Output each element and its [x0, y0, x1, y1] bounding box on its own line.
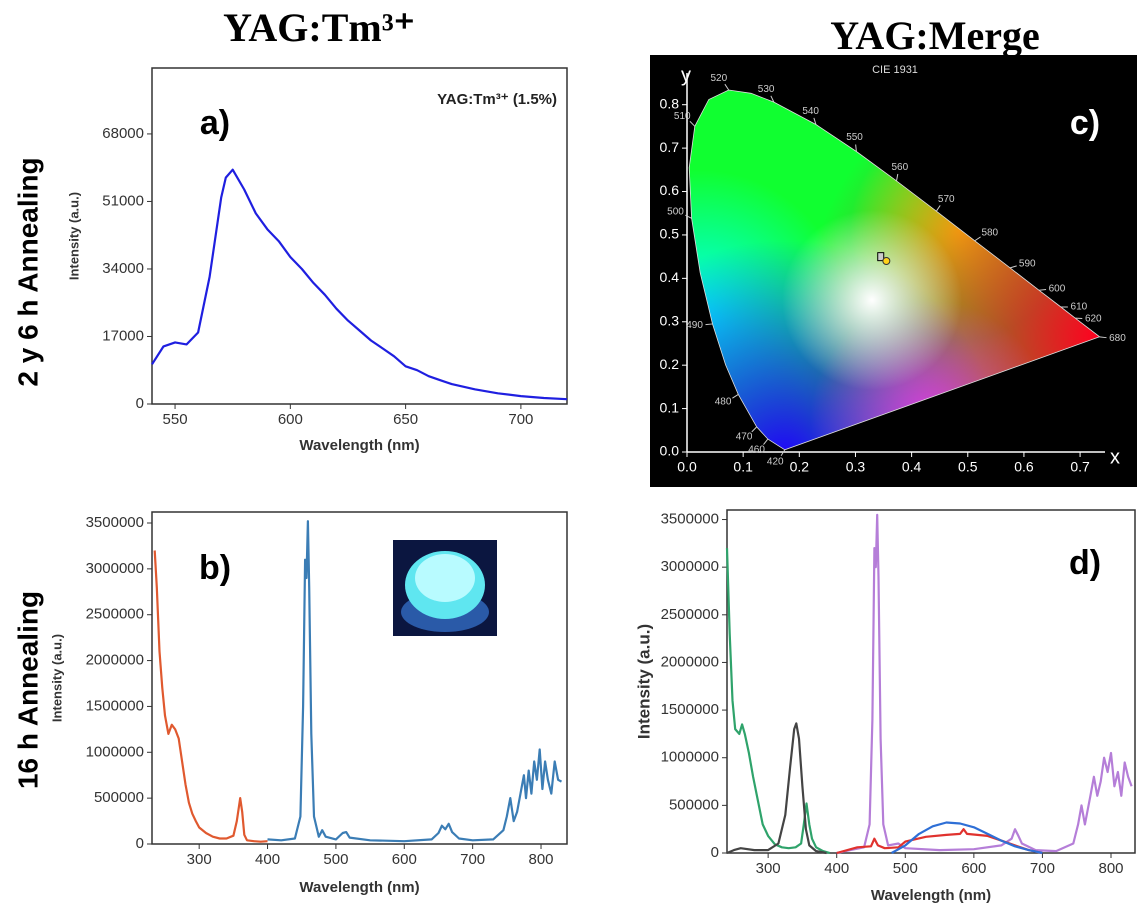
panel-label: c)	[1070, 104, 1100, 142]
y-axis-label: Intensity (a.u.)	[49, 634, 64, 722]
y-tick-label: 17000	[102, 327, 144, 344]
wavelength-label: 560	[892, 162, 909, 173]
x-axis-label: Wavelength (nm)	[299, 879, 419, 896]
y-tick-label: 2500000	[661, 606, 719, 623]
wavelength-label: 510	[674, 111, 691, 122]
y-tick-label: 0.8	[660, 95, 680, 111]
y-tick-label: 1500000	[661, 701, 719, 718]
x-tick-label: 650	[393, 411, 418, 428]
x-tick-label: 700	[508, 411, 533, 428]
y-tick-label: 34000	[102, 260, 144, 277]
wavelength-label: 500	[667, 207, 684, 218]
wavelength-label: 530	[758, 84, 775, 95]
y-tick-label: 1000000	[86, 743, 144, 760]
locus-tick	[856, 144, 857, 151]
x-tick-label: 500	[323, 851, 348, 868]
x-tick-label: 0.3	[846, 459, 866, 475]
y-tick-label: 2500000	[86, 606, 144, 623]
wavelength-label: 590	[1019, 259, 1036, 270]
y-tick-label: 0.3	[660, 312, 680, 328]
wavelength-label: 420	[767, 456, 784, 467]
x-tick-label: 800	[529, 851, 554, 868]
x-tick-label: 300	[187, 851, 212, 868]
x-tick-label: 700	[460, 851, 485, 868]
row-label: 2 y 6 h Annealing	[12, 157, 43, 386]
y-axis-label: y	[681, 64, 691, 86]
y-tick-label: 500000	[94, 789, 144, 806]
y-tick-label: 0.0	[660, 443, 680, 459]
chromaticity-point	[883, 257, 890, 264]
x-tick-label: 0.2	[790, 459, 810, 475]
x-tick-label: 0.7	[1070, 459, 1090, 475]
y-tick-label: 68000	[102, 125, 144, 142]
row-label: 16 h Annealing	[12, 591, 43, 789]
y-tick-label: 500000	[669, 796, 719, 813]
x-tick-label: 800	[1098, 860, 1123, 877]
panel-label: b)	[199, 549, 231, 587]
y-tick-label: 0.2	[660, 356, 680, 372]
series-line	[155, 551, 268, 842]
x-tick-label: 400	[255, 851, 280, 868]
x-tick-label: 0.1	[733, 459, 753, 475]
y-tick-label: 2000000	[661, 653, 719, 670]
x-tick-label: 500	[893, 860, 918, 877]
y-tick-label: 3500000	[86, 514, 144, 531]
wavelength-label: 480	[715, 397, 732, 408]
y-tick-label: 1000000	[661, 749, 719, 766]
y-tick-label: 3000000	[86, 560, 144, 577]
y-tick-label: 0.5	[660, 226, 680, 242]
y-tick-label: 0.4	[660, 269, 680, 285]
x-tick-label: 0.5	[958, 459, 978, 475]
x-tick-label: 0.6	[1014, 459, 1034, 475]
wavelength-label: 600	[1049, 283, 1066, 294]
wavelength-label: 470	[736, 432, 753, 443]
column-title: YAG:Merge	[830, 13, 1040, 58]
x-tick-label: 400	[824, 860, 849, 877]
y-tick-label: 0	[136, 395, 144, 412]
panel-label: d)	[1069, 544, 1101, 582]
x-tick-label: 700	[1030, 860, 1055, 877]
column-title: YAG:Tm³⁺	[223, 5, 415, 50]
wavelength-label: 520	[710, 73, 727, 84]
figure: YAG:Tm³⁺ YAG:Merge 2 y 6 h Annealing 16 …	[0, 0, 1137, 905]
y-tick-label: 0	[136, 835, 144, 852]
y-tick-label: 0.6	[660, 182, 680, 198]
wavelength-label: 620	[1085, 313, 1102, 324]
x-tick-label: 300	[756, 860, 781, 877]
y-axis-label: Intensity (a.u.)	[634, 624, 653, 739]
x-tick-label: 0.4	[902, 459, 922, 475]
y-tick-label: 0	[711, 844, 719, 861]
y-tick-label: 0.7	[660, 139, 680, 155]
wavelength-label: 610	[1071, 302, 1088, 313]
y-tick-label: 3000000	[661, 558, 719, 575]
series-line	[152, 170, 567, 400]
wavelength-label: 490	[686, 320, 703, 331]
locus-tick	[706, 324, 713, 325]
chart-title: CIE 1931	[872, 64, 918, 76]
x-tick-label: 0.0	[677, 459, 697, 475]
x-tick-label: 600	[392, 851, 417, 868]
series-line	[727, 548, 830, 853]
wavelength-label: 460	[748, 445, 765, 456]
x-tick-label: 600	[278, 411, 303, 428]
y-tick-label: 51000	[102, 192, 144, 209]
x-tick-label: 550	[163, 411, 188, 428]
y-tick-label: 1500000	[86, 697, 144, 714]
wavelength-label: 680	[1109, 333, 1126, 344]
y-tick-label: 2000000	[86, 652, 144, 669]
wavelength-label: 540	[802, 106, 819, 117]
x-axis-label: Wavelength (nm)	[871, 887, 991, 904]
x-axis-label: x	[1110, 446, 1120, 468]
wavelength-label: 550	[846, 132, 863, 143]
y-axis-label: Intensity (a.u.)	[66, 192, 81, 280]
x-tick-label: 600	[961, 860, 986, 877]
wavelength-label: 570	[938, 194, 955, 205]
wavelength-label: 580	[981, 228, 998, 239]
x-axis-label: Wavelength (nm)	[299, 437, 419, 454]
y-tick-label: 3500000	[661, 510, 719, 527]
inset-photo	[393, 540, 497, 636]
legend-text: YAG:Tm³⁺ (1.5%)	[437, 91, 557, 108]
y-tick-label: 0.1	[660, 399, 680, 415]
panel-label: a)	[200, 104, 230, 142]
